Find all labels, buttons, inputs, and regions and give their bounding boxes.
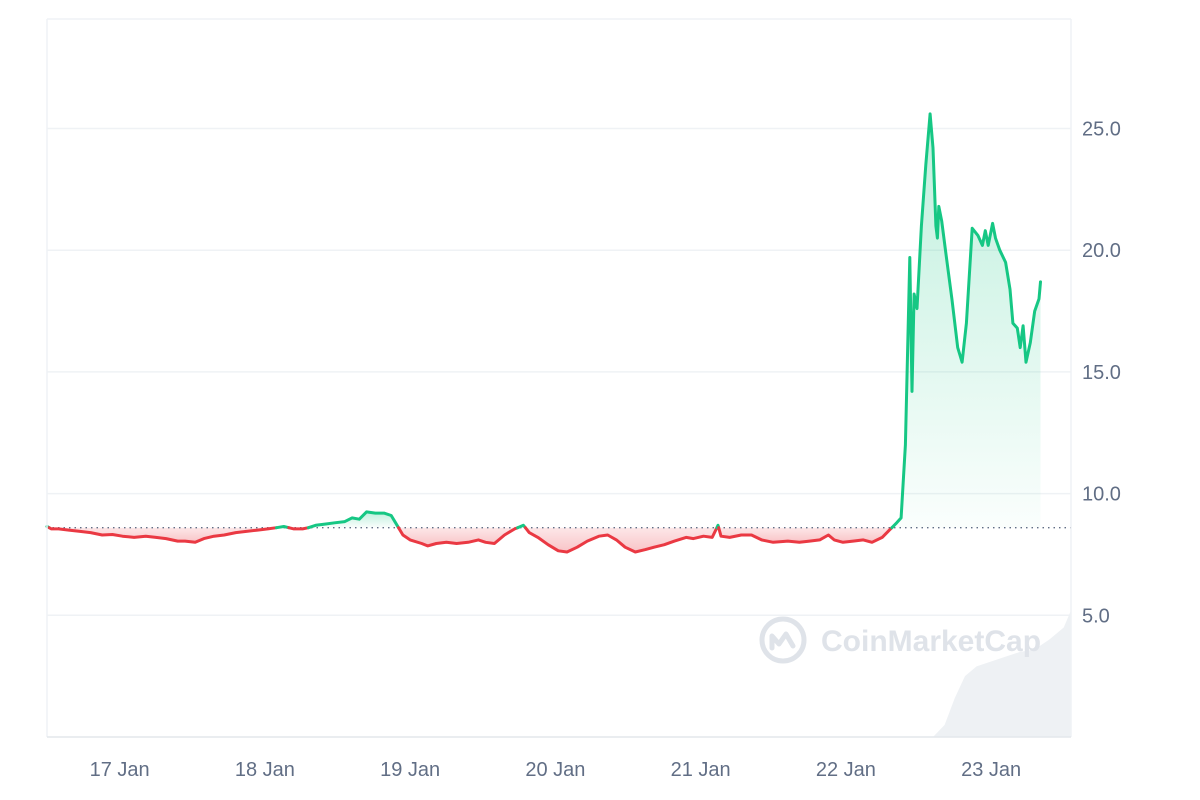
up-area-fill [891, 113, 1041, 528]
y-tick-label: 20.0 [1082, 240, 1121, 262]
down-series-line [717, 526, 894, 544]
x-tick-label: 19 Jan [380, 759, 440, 781]
up-series-line [275, 525, 291, 530]
down-series-line [523, 526, 719, 554]
y-tick-label: 25.0 [1082, 119, 1121, 141]
y-tick-label: 15.0 [1082, 362, 1121, 384]
down-series-line [47, 526, 278, 544]
up-series-line [890, 112, 1042, 530]
grid-layer [47, 127, 1071, 617]
x-tick-label: 17 Jan [90, 759, 150, 781]
y-tick-label: 5.0 [1082, 605, 1110, 627]
x-tick-label: 21 Jan [671, 759, 731, 781]
volume-layer [933, 610, 1071, 737]
x-tick-label: 23 Jan [961, 759, 1021, 781]
y-tick-label: 10.0 [1082, 484, 1121, 506]
volume-area [933, 610, 1071, 737]
down-area-fill [525, 527, 717, 552]
y-axis-ticks: 5.0 10.0 15.0 20.0 25.0 [1082, 119, 1121, 628]
down-area-fill [49, 527, 277, 543]
watermark-text: CoinMarketCap [821, 625, 1041, 658]
x-tick-label: 18 Jan [235, 759, 295, 781]
x-tick-label: 22 Jan [816, 759, 876, 781]
area-fill-layer [47, 113, 1041, 552]
up-series-line [306, 510, 400, 530]
x-tick-label: 20 Jan [525, 759, 585, 781]
down-series-line [287, 526, 310, 531]
plot-frame [46, 18, 1072, 738]
coinmarketcap-watermark: CoinMarketCap [759, 616, 1041, 664]
x-axis-ticks: 17 Jan 18 Jan 19 Jan 20 Jan 21 Jan 22 Jan 23 J… [90, 759, 1022, 781]
down-series-line [397, 526, 520, 548]
coinmarketcap-logo-icon [759, 616, 807, 664]
series-line-layer [45, 112, 1042, 554]
